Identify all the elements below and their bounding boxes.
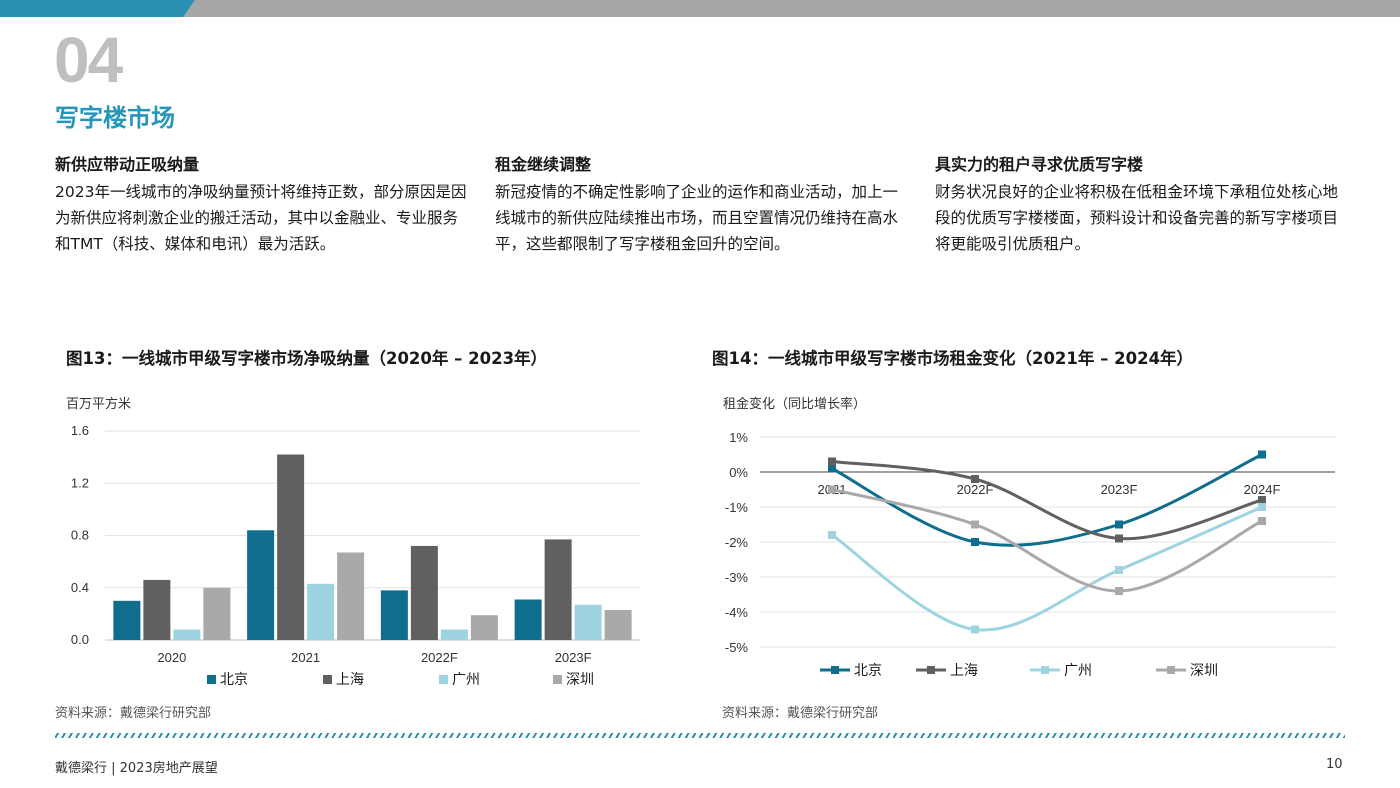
x-tick-label: 2023F xyxy=(555,650,592,665)
legend-swatch-深圳 xyxy=(553,675,562,684)
figure14-source: 资料来源：戴德梁行研究部 xyxy=(722,706,879,721)
x-tick-label: 2023F xyxy=(1101,482,1138,497)
y-tick-label: -4% xyxy=(725,605,749,620)
legend-label: 广州 xyxy=(1064,662,1092,678)
section-number: 04 xyxy=(54,24,123,96)
page-number: 10 xyxy=(1326,757,1343,772)
bar-北京-2022F xyxy=(380,590,408,640)
y-tick-label: 1.2 xyxy=(71,475,89,490)
y-tick-label: -3% xyxy=(725,570,749,585)
point-上海-2023F xyxy=(1115,534,1123,543)
point-广州-2022F xyxy=(971,625,979,634)
y-tick-label: -5% xyxy=(725,640,749,655)
y-tick-label: 1% xyxy=(729,430,748,445)
point-北京-2021 xyxy=(828,464,836,473)
legend-label: 北京 xyxy=(220,671,248,687)
column-3-heading: 具实力的租户寻求优质写字楼 xyxy=(935,155,1144,174)
bar-上海-2021 xyxy=(277,454,305,640)
point-深圳-2021 xyxy=(828,485,836,494)
net-absorption-bar-chart: 0.0 0.4 0.8 1.2 1.6 2020 2021 2022F 2023F 北京 上海 广州 深… xyxy=(71,423,640,687)
x-tick-label: 2022F xyxy=(957,482,994,497)
figure14-unit: 租金变化（同比增长率） xyxy=(723,397,867,412)
y-tick-label: -2% xyxy=(725,535,749,550)
y-tick-label: 0.8 xyxy=(71,528,89,543)
figure13-unit: 百万平方米 xyxy=(66,397,132,412)
footer-text: 戴德梁行 | 2023房地产展望 xyxy=(55,761,218,776)
top-bar-accent xyxy=(0,0,195,17)
column-2-body: 新冠疫情的不确定性影响了企业的运作和商业活动，加上一线城市的新供应陆续推出市场，… xyxy=(495,183,899,253)
y-tick-label: 1.6 xyxy=(71,423,89,438)
point-上海-2021 xyxy=(828,457,836,466)
bar-深圳-2021 xyxy=(337,552,365,640)
y-tick-label: 0% xyxy=(729,465,748,480)
legend-marker-广州 xyxy=(1041,666,1049,674)
bar-深圳-2020 xyxy=(203,587,231,640)
legend-swatch-北京 xyxy=(207,675,216,684)
bar-广州-2022F xyxy=(440,629,468,640)
legend-marker-上海 xyxy=(927,666,935,674)
point-上海-2024F xyxy=(1258,496,1266,504)
figure14-title: 图14：一线城市甲级写字楼市场租金变化（2021年 – 2024年） xyxy=(712,349,1194,368)
y-tick-label: -1% xyxy=(725,500,749,515)
x-tick-label: 2020 xyxy=(157,650,186,665)
line-深圳 xyxy=(831,488,1263,593)
point-北京-2022F xyxy=(971,538,979,546)
figure13-title: 图13：一线城市甲级写字楼市场净吸纳量（2020年 – 2023年） xyxy=(66,349,548,368)
bar-北京-2023F xyxy=(514,599,542,640)
bar-深圳-2023F xyxy=(604,609,632,640)
column-3-body: 财务状况良好的企业将积极在低租金环境下承租位处核心地段的优质写字楼楼面，预料设计… xyxy=(935,183,1339,253)
legend-label: 深圳 xyxy=(1190,662,1218,678)
line-上海 xyxy=(831,460,1263,541)
point-广州-2024F xyxy=(1258,503,1266,511)
y-tick-label: 0.0 xyxy=(71,632,89,647)
y-tick-label: 0.4 xyxy=(71,580,89,595)
rent-change-line-chart: 1%0%-1%-2%-3%-4%-5%20212022F2023F2024F北京… xyxy=(725,430,1335,678)
line-广州 xyxy=(831,505,1263,632)
line-北京 xyxy=(831,453,1263,547)
figure13-source: 资料来源：戴德梁行研究部 xyxy=(55,706,212,721)
legend-swatch-上海 xyxy=(323,675,332,684)
x-tick-label: 2021 xyxy=(291,650,320,665)
column-2-heading: 租金继续调整 xyxy=(495,155,592,174)
top-bar xyxy=(0,0,1400,17)
bar-北京-2020 xyxy=(113,600,141,640)
x-tick-label: 2022F xyxy=(421,650,458,665)
legend-marker-北京 xyxy=(831,666,839,674)
bar-上海-2023F xyxy=(544,539,572,640)
legend-label: 广州 xyxy=(452,671,480,687)
point-北京-2024F xyxy=(1258,450,1266,459)
bar-上海-2022F xyxy=(410,545,438,640)
footer-divider xyxy=(55,733,1345,738)
point-北京-2023F xyxy=(1115,520,1123,529)
bar-广州-2021 xyxy=(307,583,335,640)
point-广州-2021 xyxy=(828,531,836,539)
legend-label: 上海 xyxy=(950,662,978,678)
bar-广州-2020 xyxy=(173,629,201,640)
column-1-heading: 新供应带动正吸纳量 xyxy=(55,155,200,174)
bar-深圳-2022F xyxy=(470,615,498,640)
legend-marker-深圳 xyxy=(1167,666,1175,674)
point-深圳-2024F xyxy=(1258,517,1266,525)
legend-label: 深圳 xyxy=(566,671,594,687)
point-广州-2023F xyxy=(1115,566,1123,574)
legend-swatch-广州 xyxy=(439,675,448,684)
point-深圳-2022F xyxy=(971,520,979,529)
bar-北京-2021 xyxy=(247,530,275,640)
column-1-body: 2023年一线城市的净吸纳量预计将维持正数，部分原因是因为新供应将刺激企业的搬迁… xyxy=(55,183,467,253)
legend-label: 上海 xyxy=(336,671,364,687)
bar-上海-2020 xyxy=(143,579,171,640)
x-tick-label: 2024F xyxy=(1244,482,1281,497)
section-title: 写字楼市场 xyxy=(55,104,175,132)
bar-广州-2023F xyxy=(574,604,602,640)
point-上海-2022F xyxy=(971,475,979,483)
legend-label: 北京 xyxy=(854,662,882,678)
point-深圳-2023F xyxy=(1115,587,1123,595)
